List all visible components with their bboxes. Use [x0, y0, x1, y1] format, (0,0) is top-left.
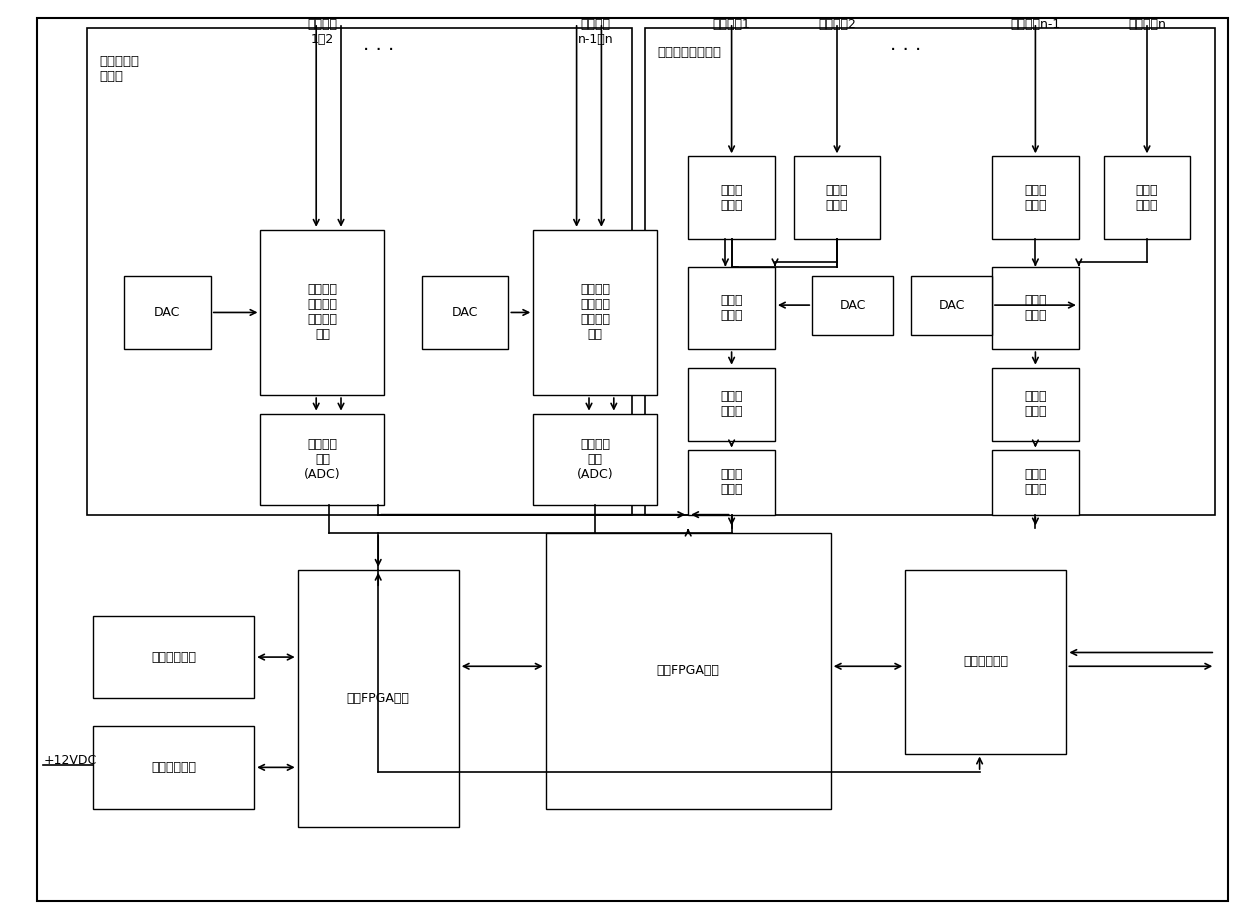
Text: 双通道宽
带增益可
调差分放
大器: 双通道宽 带增益可 调差分放 大器 [308, 283, 337, 342]
Text: 电平比
较模块: 电平比 较模块 [720, 294, 743, 322]
FancyBboxPatch shape [905, 570, 1066, 754]
Text: · · ·: · · · [889, 41, 921, 60]
Text: DAC: DAC [939, 299, 965, 312]
FancyBboxPatch shape [260, 414, 384, 505]
Text: 跨阻放
大模块: 跨阻放 大模块 [826, 184, 848, 211]
FancyBboxPatch shape [87, 28, 632, 515]
FancyBboxPatch shape [688, 156, 775, 239]
FancyBboxPatch shape [645, 28, 1215, 515]
FancyBboxPatch shape [37, 18, 1228, 901]
Text: DAC: DAC [839, 299, 866, 312]
Text: 模拟通道
1、2: 模拟通道 1、2 [308, 18, 337, 46]
Text: 高速FPGA模块: 高速FPGA模块 [657, 664, 719, 677]
FancyBboxPatch shape [688, 450, 775, 515]
FancyBboxPatch shape [1104, 156, 1190, 239]
FancyBboxPatch shape [992, 156, 1079, 239]
Text: · · ·: · · · [362, 41, 394, 60]
FancyBboxPatch shape [812, 276, 893, 335]
FancyBboxPatch shape [533, 230, 657, 395]
Text: +12VDC: +12VDC [43, 754, 97, 767]
Text: 跨阻放
大模块: 跨阻放 大模块 [1024, 184, 1047, 211]
FancyBboxPatch shape [260, 230, 384, 395]
Text: 电源管理模块: 电源管理模块 [151, 761, 196, 774]
Text: 对外接口模块: 对外接口模块 [963, 655, 1008, 668]
FancyBboxPatch shape [93, 616, 254, 698]
Text: 模拟通道
n-1、n: 模拟通道 n-1、n [578, 18, 613, 46]
FancyBboxPatch shape [688, 267, 775, 349]
Text: 脉冲降
速模块: 脉冲降 速模块 [720, 391, 743, 418]
Text: 光子通道n-1: 光子通道n-1 [1011, 18, 1060, 31]
Text: 光子通道2: 光子通道2 [818, 18, 856, 31]
Text: 光子信号整形模块: 光子信号整形模块 [657, 46, 722, 59]
Text: 模数转换
模块
(ADC): 模数转换 模块 (ADC) [577, 438, 614, 481]
FancyBboxPatch shape [992, 368, 1079, 441]
FancyBboxPatch shape [298, 570, 459, 827]
Text: 跨阻放
大模块: 跨阻放 大模块 [1136, 184, 1158, 211]
Text: 模数转换
模块
(ADC): 模数转换 模块 (ADC) [304, 438, 341, 481]
Text: 脉冲降
速模块: 脉冲降 速模块 [1024, 391, 1047, 418]
FancyBboxPatch shape [93, 726, 254, 809]
Text: 时钟分配模块: 时钟分配模块 [151, 651, 196, 664]
Text: 电平转
换模块: 电平转 换模块 [1024, 469, 1047, 496]
Text: 低速FPGA模块: 低速FPGA模块 [347, 692, 409, 705]
FancyBboxPatch shape [422, 276, 508, 349]
FancyBboxPatch shape [794, 156, 880, 239]
FancyBboxPatch shape [992, 267, 1079, 349]
FancyBboxPatch shape [911, 276, 992, 335]
FancyBboxPatch shape [992, 450, 1079, 515]
FancyBboxPatch shape [546, 533, 831, 809]
Text: DAC: DAC [154, 306, 181, 319]
Text: 光子通道n: 光子通道n [1128, 18, 1166, 31]
FancyBboxPatch shape [124, 276, 211, 349]
Text: 电平比
较模块: 电平比 较模块 [1024, 294, 1047, 322]
FancyBboxPatch shape [688, 368, 775, 441]
Text: 光子通道1: 光子通道1 [713, 18, 750, 31]
Text: 跨阻放
大模块: 跨阻放 大模块 [720, 184, 743, 211]
Text: 模拟信号调
理模块: 模拟信号调 理模块 [99, 55, 139, 83]
Text: DAC: DAC [451, 306, 479, 319]
Text: 双通道宽
带增益可
调差分放
大器: 双通道宽 带增益可 调差分放 大器 [580, 283, 610, 342]
FancyBboxPatch shape [533, 414, 657, 505]
Text: 电平转
换模块: 电平转 换模块 [720, 469, 743, 496]
